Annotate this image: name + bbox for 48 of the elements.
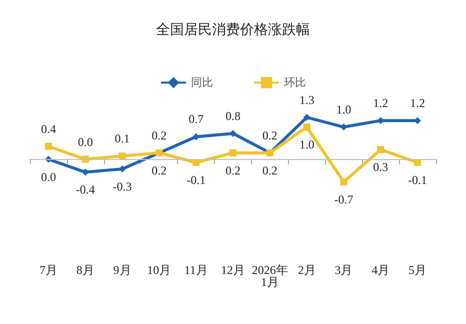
data-label: 0.2 [262, 163, 278, 178]
data-label: 1.2 [373, 96, 388, 110]
point [118, 165, 126, 172]
point [82, 168, 89, 176]
data-label: 1.2 [410, 96, 426, 110]
point [340, 124, 348, 131]
data-label: 0.7 [188, 112, 204, 126]
data-label: -0.3 [112, 179, 132, 194]
legend-label: 环比 [284, 76, 306, 90]
x-tick-label: 2026年 1月 [252, 263, 288, 289]
x-tick-label: 12月 [221, 263, 245, 277]
data-label: 1.0 [299, 138, 314, 152]
x-tick-label: 7月 [39, 263, 58, 277]
point [414, 117, 422, 124]
data-label: 0.2 [262, 128, 278, 142]
x-tick-label: 4月 [372, 263, 390, 277]
x-tick-label: 9月 [113, 263, 132, 277]
x-tick-label: 3月 [334, 263, 353, 277]
legend-label: 同比 [191, 76, 213, 90]
data-label: 0.2 [226, 163, 240, 178]
data-label: 1.0 [336, 102, 352, 117]
data-label: 0.8 [226, 108, 240, 123]
point [44, 142, 52, 150]
data-label: -0.1 [408, 172, 428, 187]
x-tick-label: 5月 [408, 263, 427, 277]
x-tick-label: 11月 [184, 263, 208, 277]
x-tick-label: 2月 [298, 263, 316, 277]
point [377, 146, 384, 154]
point [118, 152, 126, 160]
data-label: 0.4 [40, 122, 56, 136]
data-label: 0.1 [114, 132, 130, 146]
data-label: 0.2 [152, 128, 167, 142]
data-label: -0.7 [334, 192, 354, 206]
data-label: 0.0 [78, 134, 93, 149]
point [230, 149, 236, 156]
point [303, 124, 310, 131]
x-tick-label: 10月 [147, 263, 172, 277]
data-label: 0.3 [373, 160, 388, 174]
x-tick-label: 8月 [76, 263, 94, 277]
point [340, 178, 348, 186]
data-label: 1.3 [299, 92, 314, 107]
point [303, 114, 310, 121]
chart-title: 全国居民消费价格涨跌幅 [156, 22, 310, 38]
data-label: -0.4 [76, 182, 95, 197]
data-label: 0.0 [40, 170, 56, 184]
data-label: 0.2 [152, 163, 167, 178]
data-label: -0.1 [186, 172, 206, 187]
point [230, 130, 236, 137]
